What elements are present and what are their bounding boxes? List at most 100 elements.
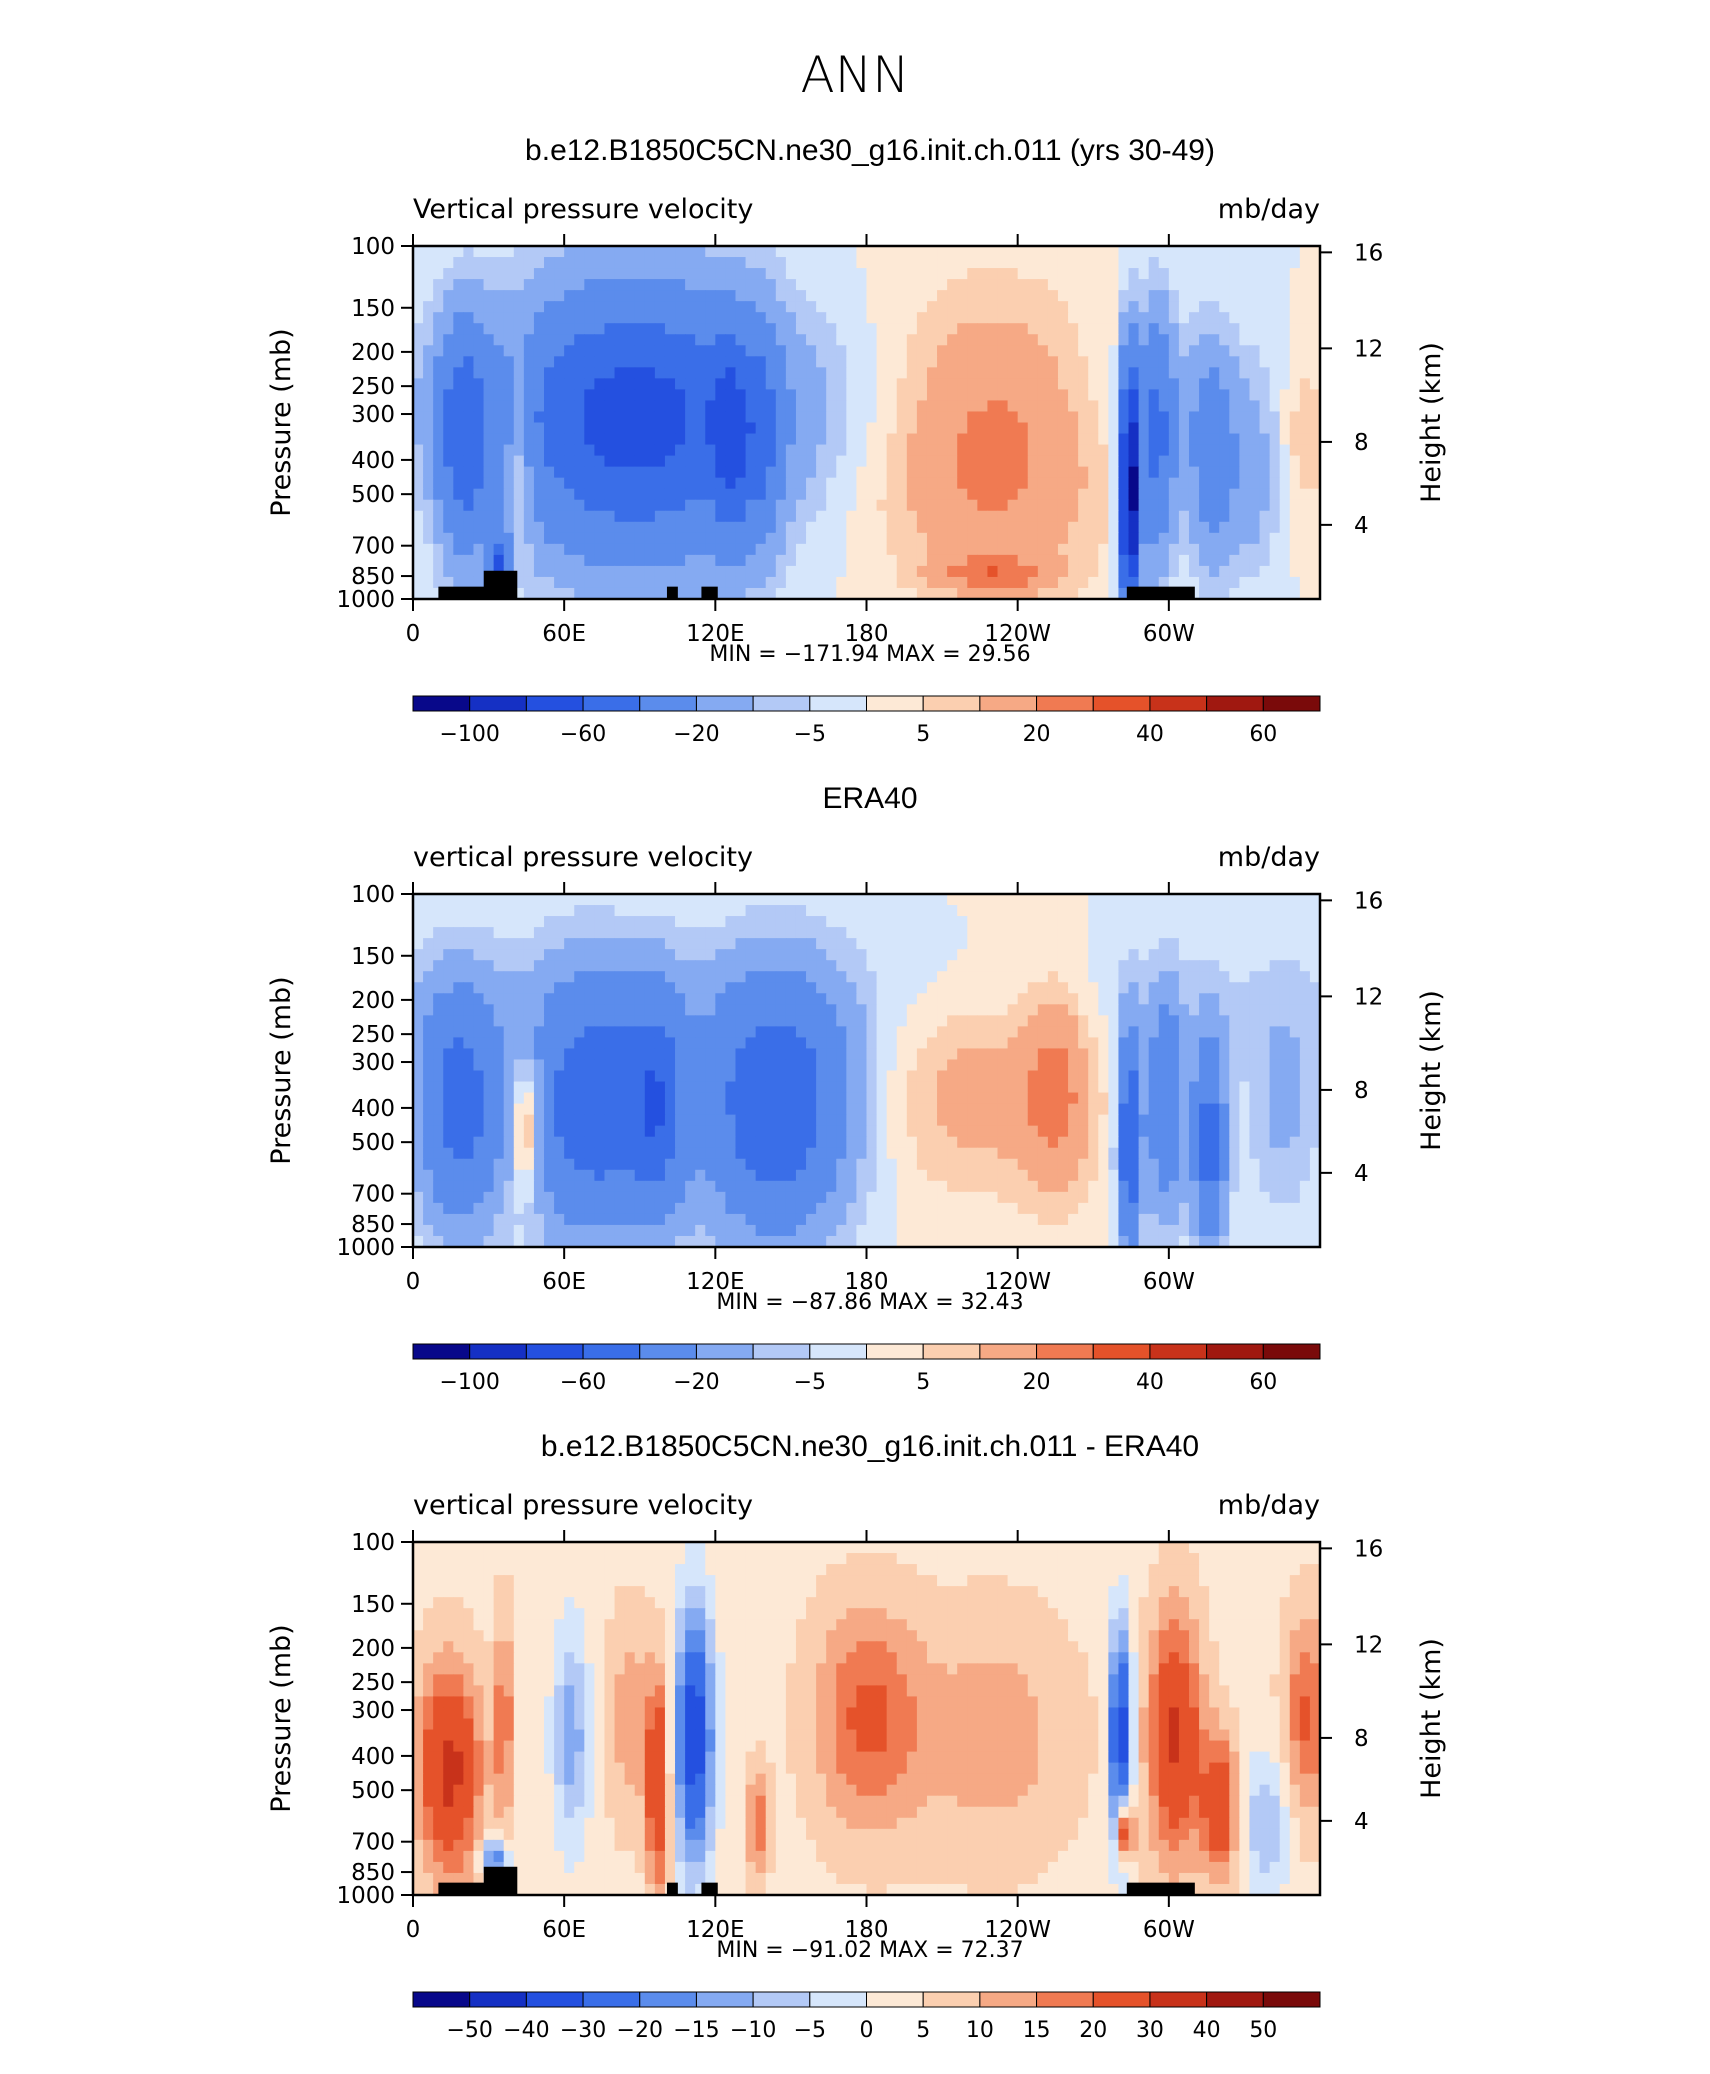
heatmap-cell	[957, 466, 968, 479]
heatmap-cell	[413, 521, 424, 534]
heatmap-cell	[715, 993, 727, 1005]
heatmap-cell	[1078, 927, 1089, 939]
heatmap-cell	[1259, 455, 1271, 468]
heatmap-cell	[604, 993, 616, 1005]
heatmap-cell	[604, 246, 616, 258]
heatmap-cell	[1229, 411, 1240, 424]
heatmap-cell	[685, 587, 696, 599]
y2-tick-label: 12	[1354, 336, 1383, 362]
heatmap-cell	[533, 1136, 545, 1149]
heatmap-cell	[1219, 587, 1230, 599]
heatmap-cell	[503, 1037, 515, 1050]
heatmap-cell	[1178, 301, 1190, 313]
heatmap-cell	[675, 532, 686, 545]
heatmap-cell	[775, 345, 787, 357]
heatmap-cell	[1047, 466, 1059, 479]
heatmap-cell	[523, 455, 535, 468]
heatmap-cell	[594, 949, 606, 961]
heatmap-cell	[735, 301, 747, 313]
heatmap-cell	[957, 949, 968, 961]
heatmap-cell	[715, 1092, 727, 1105]
heatmap-cell	[463, 466, 475, 479]
heatmap-cell	[604, 971, 616, 983]
heatmap-cell	[1088, 345, 1099, 357]
heatmap-cell	[624, 916, 636, 928]
heatmap-cell	[1289, 444, 1301, 457]
heatmap-cell	[846, 334, 858, 346]
heatmap-cell	[554, 422, 565, 435]
heatmap-cell	[1047, 949, 1059, 961]
heatmap-cell	[785, 334, 797, 346]
heatmap-cell	[1249, 268, 1261, 280]
heatmap-cell	[1078, 1125, 1089, 1138]
heatmap-cell	[1057, 554, 1069, 567]
heatmap-cell	[1199, 301, 1210, 313]
heatmap-cell	[715, 521, 727, 534]
heatmap-cell	[654, 400, 666, 413]
heatmap-cell	[513, 543, 525, 556]
heatmap-cell	[1078, 1081, 1089, 1094]
heatmap-cell	[937, 938, 948, 950]
heatmap-cell	[513, 510, 525, 523]
heatmap-cell	[1057, 257, 1069, 269]
heatmap-cell	[906, 1037, 918, 1050]
heatmap-cell	[937, 916, 948, 928]
heatmap-cell	[987, 466, 999, 479]
heatmap-cell	[806, 971, 817, 983]
heatmap-cell	[413, 554, 424, 567]
heatmap-cell	[624, 378, 636, 391]
heatmap-cell	[624, 345, 636, 357]
heatmap-cell	[604, 510, 616, 523]
heatmap-cell	[745, 982, 757, 994]
heatmap-cell	[1229, 1015, 1240, 1027]
heatmap-cell	[554, 576, 565, 589]
heatmap-cell	[715, 411, 727, 424]
heatmap-cell	[916, 466, 928, 479]
heatmap-cell	[1148, 477, 1160, 490]
heatmap-cell	[1118, 905, 1130, 917]
heatmap-cell	[997, 949, 1009, 961]
heatmap-cell	[947, 433, 958, 446]
heatmap-cell	[836, 367, 847, 379]
heatmap-cell	[1148, 367, 1160, 379]
heatmap-cell	[594, 543, 606, 556]
heatmap-cell	[916, 1037, 928, 1050]
heatmap-cell	[423, 411, 434, 424]
heatmap-cell	[1098, 1015, 1109, 1027]
heatmap-cell	[1199, 246, 1210, 258]
heatmap-cell	[896, 455, 908, 468]
heatmap-cell	[1209, 257, 1220, 269]
heatmap-cell	[433, 1070, 444, 1083]
heatmap-cell	[926, 1004, 938, 1016]
heatmap-cell	[705, 554, 716, 567]
heatmap-cell	[735, 1125, 747, 1138]
heatmap-cell	[937, 411, 948, 424]
heatmap-cell	[1128, 543, 1140, 556]
heatmap-cell	[1037, 345, 1049, 357]
heatmap-cell	[523, 894, 535, 906]
heatmap-cell	[1259, 312, 1271, 324]
heatmap-cell	[664, 1081, 676, 1094]
heatmap-cell	[836, 1015, 847, 1027]
heatmap-cell	[1279, 1125, 1291, 1138]
heatmap-cell	[806, 477, 817, 490]
heatmap-cell	[866, 1125, 878, 1138]
heatmap-cell	[594, 466, 606, 479]
heatmap-cell	[1017, 960, 1029, 972]
heatmap-cell	[705, 477, 716, 490]
heatmap-cell	[1027, 971, 1039, 983]
heatmap-cell	[1128, 279, 1140, 291]
heatmap-cell	[614, 554, 626, 567]
heatmap-cell	[1299, 576, 1311, 589]
heatmap-cell	[1279, 993, 1291, 1005]
heatmap-cell	[1108, 268, 1120, 280]
heatmap-cell	[1068, 894, 1079, 906]
heatmap-cell	[1249, 1048, 1261, 1061]
heatmap-cell	[695, 521, 706, 534]
heatmap-cell	[1118, 554, 1130, 567]
heatmap-cell	[1199, 1059, 1210, 1072]
heatmap-cell	[775, 477, 787, 490]
heatmap-cell	[433, 268, 444, 280]
heatmap-cell	[614, 982, 626, 994]
heatmap-cell	[1118, 334, 1130, 346]
